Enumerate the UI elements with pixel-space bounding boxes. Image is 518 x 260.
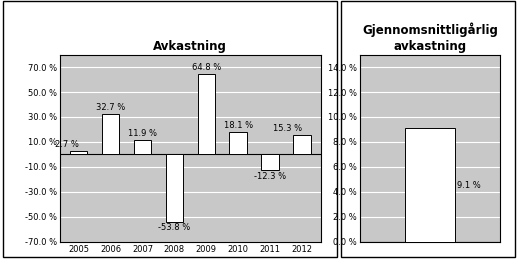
Title: Avkastning: Avkastning [153, 41, 227, 54]
Bar [197, 74, 215, 154]
Text: -12.3 %: -12.3 % [254, 172, 286, 181]
Text: 32.7 %: 32.7 % [96, 103, 125, 112]
Text: -53.8 %: -53.8 % [159, 223, 191, 232]
Bar [102, 114, 119, 154]
Bar [166, 154, 183, 222]
Text: 64.8 %: 64.8 % [192, 63, 221, 72]
Text: 18.1 %: 18.1 % [224, 121, 253, 130]
Bar [229, 132, 247, 154]
Text: 11.9 %: 11.9 % [128, 129, 157, 138]
Text: 9.1 %: 9.1 % [457, 180, 481, 190]
Bar [262, 154, 279, 170]
Text: 2.7 %: 2.7 % [55, 140, 79, 149]
Text: 15.3 %: 15.3 % [273, 125, 302, 133]
Bar [134, 140, 151, 154]
Bar [405, 128, 455, 242]
Bar [70, 151, 88, 154]
Bar [293, 135, 311, 154]
Title: Gjennomsnittligårlig
avkastning: Gjennomsnittligårlig avkastning [362, 23, 498, 54]
